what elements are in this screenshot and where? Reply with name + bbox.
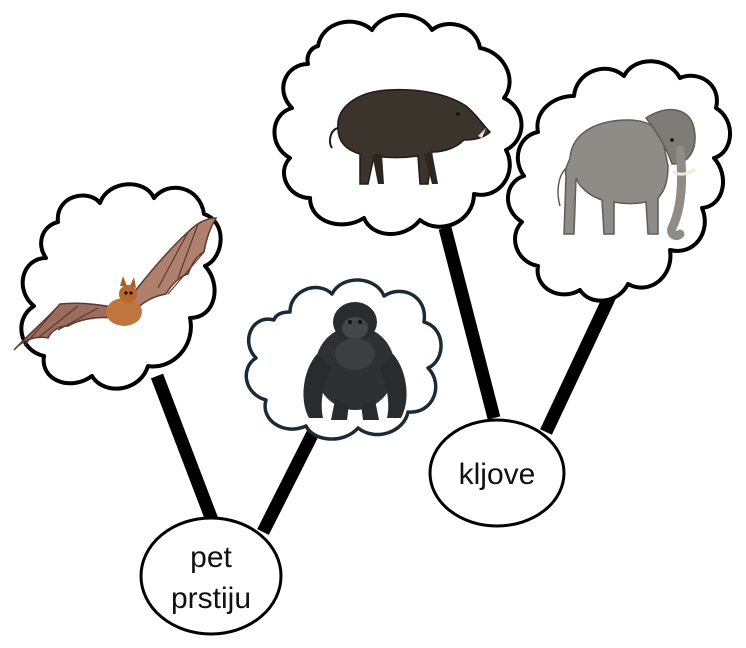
- boar-cloud: [272, 13, 524, 236]
- node-five-fingers: pet prstiju: [139, 516, 283, 636]
- connector-bat: [150, 373, 219, 523]
- gorilla-cloud: [244, 278, 443, 441]
- bat-image: [13, 217, 218, 351]
- node-five-fingers-line-2: prstiju: [171, 582, 251, 615]
- bat-cloud: [13, 182, 223, 391]
- connectors: [150, 226, 616, 535]
- node-five-fingers-ellipse: [139, 516, 283, 636]
- node-tusks-ellipse: [428, 418, 566, 528]
- cloud-outline-bat: [19, 182, 223, 391]
- connector-gorilla: [257, 422, 323, 535]
- elephant-image: [557, 109, 696, 241]
- elephant-cloud: [506, 59, 732, 303]
- node-tusks: kljove: [428, 418, 566, 528]
- connector-boar: [438, 226, 501, 420]
- node-five-fingers-line-1: pet: [190, 541, 232, 574]
- node-tusks-line-1: kljove: [459, 458, 536, 491]
- connector-elephant: [540, 293, 616, 435]
- gorilla-image: [303, 302, 407, 420]
- boar-image: [329, 88, 492, 185]
